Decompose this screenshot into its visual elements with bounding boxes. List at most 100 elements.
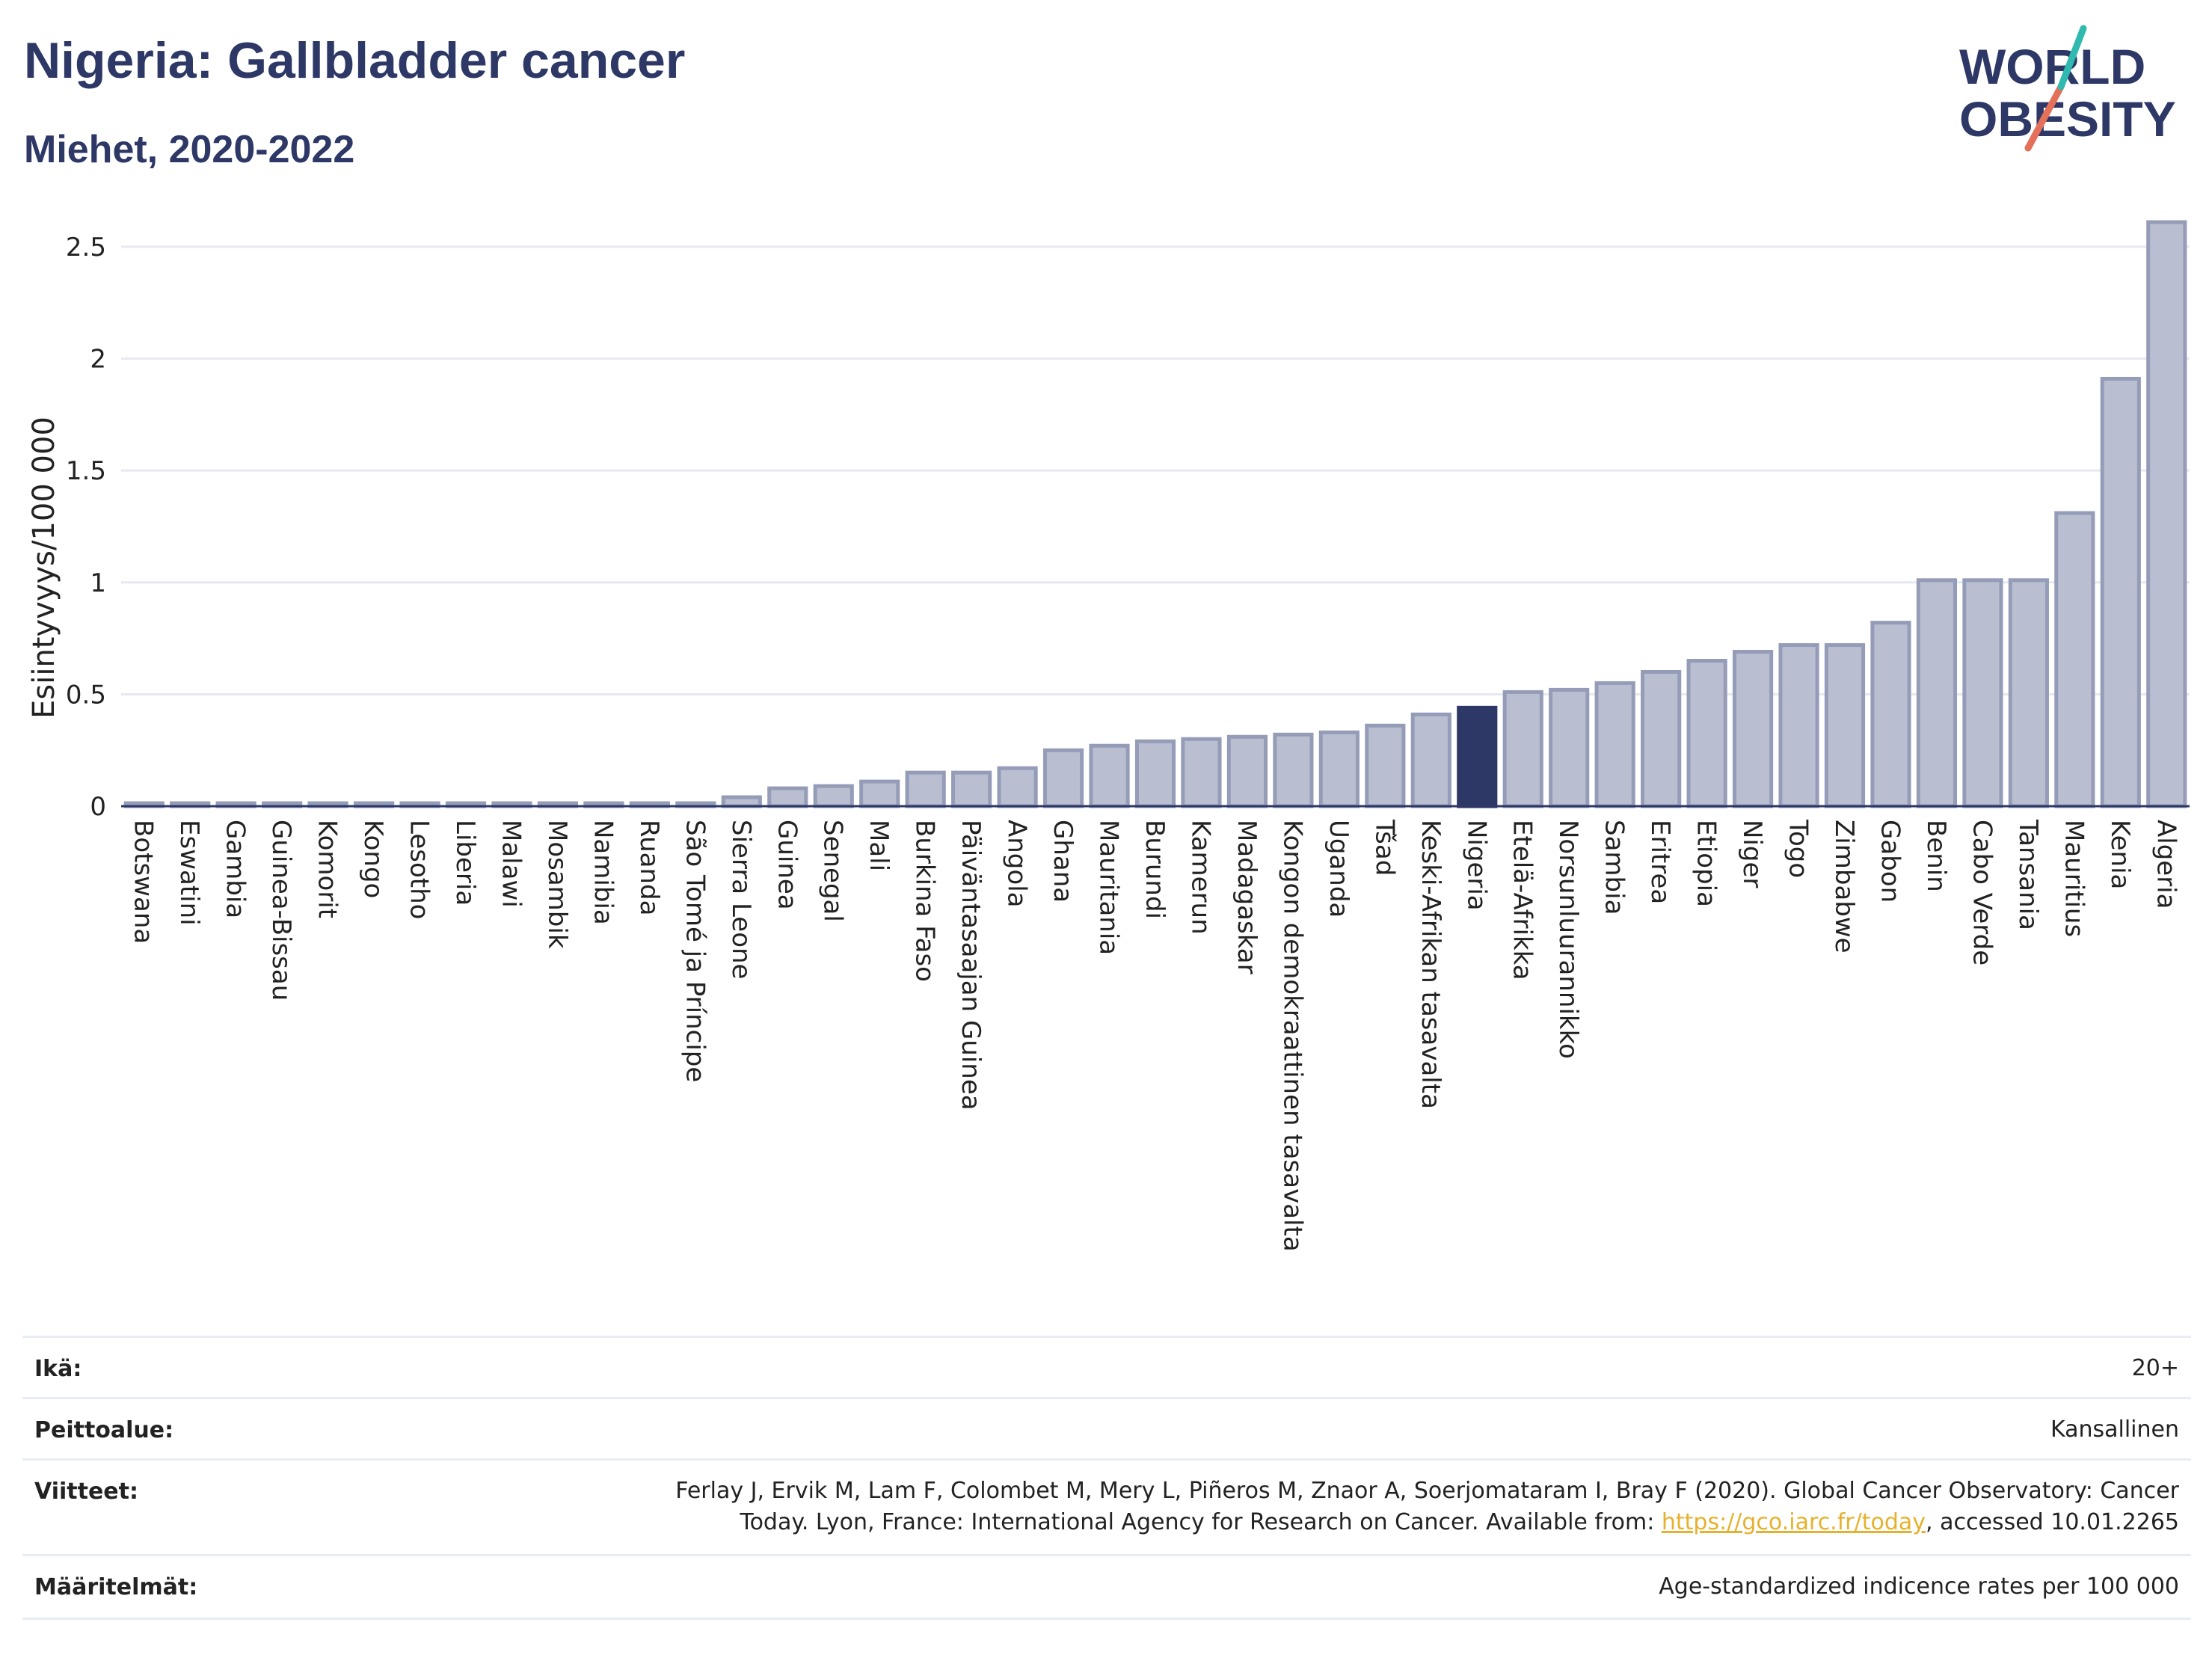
x-tick-label: Kongo bbox=[358, 820, 388, 898]
references-line2: Today. Lyon, France: International Agenc… bbox=[675, 1507, 2179, 1538]
definitions-label: Määritelmät: bbox=[34, 1574, 198, 1600]
bar bbox=[1365, 723, 1406, 808]
coverage-label: Peittoalue: bbox=[34, 1417, 174, 1443]
bar bbox=[1318, 730, 1360, 808]
bar bbox=[1181, 737, 1222, 808]
x-tick-label: Cabo Verde bbox=[1967, 820, 1997, 965]
x-tick-label: Niger bbox=[1737, 820, 1767, 888]
y-tick-label: 1 bbox=[90, 568, 106, 598]
x-tick-label: Botswana bbox=[129, 820, 159, 944]
bar bbox=[2100, 376, 2141, 808]
references-link[interactable]: https://gco.iarc.fr/today bbox=[1661, 1509, 1926, 1535]
bar bbox=[1641, 669, 1682, 808]
bar bbox=[1870, 621, 1911, 808]
x-tick-label: Senegal bbox=[818, 820, 848, 922]
info-row-age: Ikä: 20+ bbox=[22, 1336, 2191, 1399]
bar bbox=[1732, 650, 1774, 808]
x-tick-label: Päiväntasaajan Guinea bbox=[956, 820, 986, 1111]
x-tick-label: Norsunluurannikko bbox=[1553, 820, 1583, 1059]
references-value: Ferlay J, Ervik M, Lam F, Colombet M, Me… bbox=[675, 1476, 2179, 1538]
y-tick-label: 0 bbox=[90, 792, 106, 822]
x-tick-label: Gabon bbox=[1875, 820, 1905, 903]
x-tick-label: Keski-Afrikan tasavalta bbox=[1416, 820, 1446, 1109]
x-tick-label: Mauritius bbox=[2059, 820, 2089, 937]
x-tick-label: Benin bbox=[1921, 820, 1951, 892]
x-tick-label: Angola bbox=[1002, 820, 1032, 907]
x-tick-label: Kongon demokraattinen tasavalta bbox=[1277, 820, 1307, 1252]
x-tick-label: Nigeria bbox=[1461, 820, 1491, 911]
age-label: Ikä: bbox=[34, 1356, 82, 1382]
world-obesity-logo: WORLD OBESITY bbox=[1959, 25, 2176, 152]
bar bbox=[1410, 712, 1451, 808]
age-value: 20+ bbox=[2131, 1355, 2179, 1381]
info-row-definitions: Määritelmät: Age-standardized indicence … bbox=[22, 1554, 2191, 1620]
y-tick-label: 2.5 bbox=[66, 233, 106, 262]
references-line2-pre: Today. Lyon, France: International Agenc… bbox=[740, 1509, 1662, 1535]
x-tick-label: Etelä-Afrikka bbox=[1508, 820, 1537, 980]
x-tick-label: Sambia bbox=[1600, 820, 1629, 915]
bar-chart: 0 0.5 1 1.5 2 2.5 Esiintyvyys/100 000 Botswana E… bbox=[27, 220, 2190, 1252]
references-line1: Ferlay J, Ervik M, Lam F, Colombet M, Me… bbox=[675, 1478, 2179, 1504]
bar bbox=[1916, 578, 1958, 808]
x-tick-label: Guinea bbox=[772, 820, 802, 910]
bar bbox=[1549, 687, 1590, 808]
x-tick-label: Togo bbox=[1784, 819, 1813, 878]
bar bbox=[2054, 511, 2095, 808]
references-label: Viitteet: bbox=[34, 1479, 138, 1505]
x-tick-label: Kenia bbox=[2105, 820, 2135, 889]
x-tick-label: Tansania bbox=[2013, 819, 2043, 930]
bar bbox=[1962, 578, 2003, 808]
y-tick-label: 0.5 bbox=[66, 680, 106, 710]
x-tick-label: Zimbabwe bbox=[1829, 820, 1859, 954]
x-tick-label: Guinea-Bissau bbox=[266, 820, 296, 1001]
bar bbox=[1226, 734, 1268, 808]
info-row-coverage: Peittoalue: Kansallinen bbox=[22, 1397, 2191, 1461]
x-tick-label: Kamerun bbox=[1185, 820, 1215, 935]
bar bbox=[951, 770, 992, 808]
coverage-value: Kansallinen bbox=[2050, 1416, 2179, 1443]
bar bbox=[1502, 690, 1543, 808]
x-tick-label: Lesotho bbox=[405, 820, 434, 919]
bar bbox=[1594, 681, 1635, 808]
x-tick-label: Namibia bbox=[588, 820, 618, 925]
bar bbox=[1089, 743, 1130, 808]
x-tick-label: Liberia bbox=[450, 820, 480, 906]
bar bbox=[1824, 643, 1866, 808]
bar bbox=[767, 786, 808, 808]
bar bbox=[997, 766, 1038, 808]
x-tick-label: Tšad bbox=[1369, 819, 1399, 876]
x-tick-label: Eritrea bbox=[1645, 820, 1675, 904]
bar bbox=[813, 784, 854, 808]
x-tick-label: São Tomé ja Príncipe bbox=[680, 820, 710, 1082]
bar bbox=[1273, 732, 1314, 808]
chart-subtitle: Miehet, 2020-2022 bbox=[24, 128, 355, 171]
x-tick-label: Burundi bbox=[1140, 820, 1170, 919]
definitions-value: Age-standardized indicence rates per 100… bbox=[1659, 1573, 2179, 1600]
bar bbox=[2008, 578, 2049, 808]
info-row-references: Viitteet: Ferlay J, Ervik M, Lam F, Colo… bbox=[22, 1458, 2191, 1556]
x-tick-label: Gambia bbox=[221, 820, 251, 918]
bar bbox=[1134, 739, 1176, 808]
x-tick-label: Eswatini bbox=[174, 820, 204, 926]
bar bbox=[1778, 643, 1819, 808]
bar bbox=[1042, 748, 1084, 808]
bar bbox=[721, 795, 762, 808]
x-tick-label: Burkina Faso bbox=[910, 820, 940, 982]
y-tick-label: 2 bbox=[90, 345, 106, 375]
x-tick-label: Mauritania bbox=[1094, 820, 1124, 955]
bar bbox=[2146, 220, 2187, 808]
y-tick-label: 1.5 bbox=[66, 456, 106, 486]
bar bbox=[859, 779, 900, 808]
x-tick-label: Uganda bbox=[1324, 820, 1354, 918]
bar bbox=[1457, 705, 1498, 808]
x-tick-label: Algeria bbox=[2151, 820, 2181, 909]
x-tick-label: Etiopia bbox=[1692, 820, 1721, 907]
x-tick-label: Mosambik bbox=[542, 820, 572, 949]
x-tick-label: Ruanda bbox=[634, 820, 664, 915]
x-tick-label: Madagaskar bbox=[1232, 820, 1262, 974]
x-tick-label: Komorit bbox=[313, 820, 342, 918]
bar bbox=[905, 770, 946, 808]
x-tick-label: Malawi bbox=[496, 820, 526, 908]
chart-title: Nigeria: Gallbladder cancer bbox=[24, 32, 686, 89]
logo-line1: WORLD bbox=[1959, 39, 2145, 94]
